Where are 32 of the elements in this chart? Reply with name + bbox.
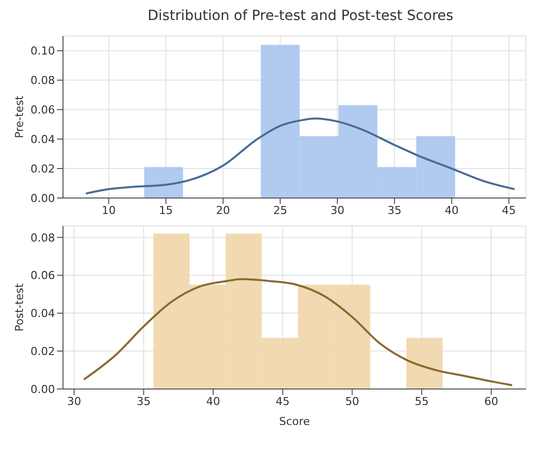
y-tick-label: 0.06 [30, 269, 55, 282]
y-axis-title: Post-test [13, 282, 26, 332]
line-series [84, 117, 516, 195]
x-tick-label: 30 [67, 394, 82, 408]
x-tick-label: 55 [414, 394, 429, 408]
x-axis-title: Score [279, 415, 310, 428]
x-tick-label: 25 [273, 204, 288, 217]
y-axis-title: Pre-test [13, 95, 26, 138]
x-tick-label: 30 [330, 204, 344, 217]
x-tick-label: 50 [345, 394, 360, 408]
x-tick-label: 45 [502, 204, 516, 217]
y-tick-label: 0.04 [30, 307, 55, 320]
line-series [82, 278, 514, 386]
chart-title: Distribution of Pre-test and Post-test Scores [146, 8, 454, 26]
x-tick-label: 45 [276, 394, 290, 408]
y-tick-label: 0.02 [30, 162, 55, 176]
x-tick-label: 20 [216, 204, 230, 217]
y-tick-label: 0.00 [30, 382, 55, 396]
y-tick-label: 0.02 [30, 345, 55, 358]
x-tick-label: 60 [484, 394, 498, 408]
x-tick-label: 10 [102, 204, 116, 217]
x-tick-label: 35 [136, 394, 151, 408]
y-tick-label: 0.00 [30, 192, 55, 205]
y-tick-label: 0.08 [30, 231, 55, 244]
x-tick-label: 15 [158, 204, 173, 217]
y-tick-label: 0.10 [30, 44, 55, 58]
y-tick-label: 0.08 [30, 74, 55, 88]
x-tick-label: 40 [444, 204, 459, 217]
y-tick-label: 0.06 [30, 104, 55, 117]
y-tick-label: 0.04 [30, 132, 55, 146]
x-tick-label: 35 [388, 204, 402, 217]
x-tick-label: 40 [206, 394, 220, 408]
